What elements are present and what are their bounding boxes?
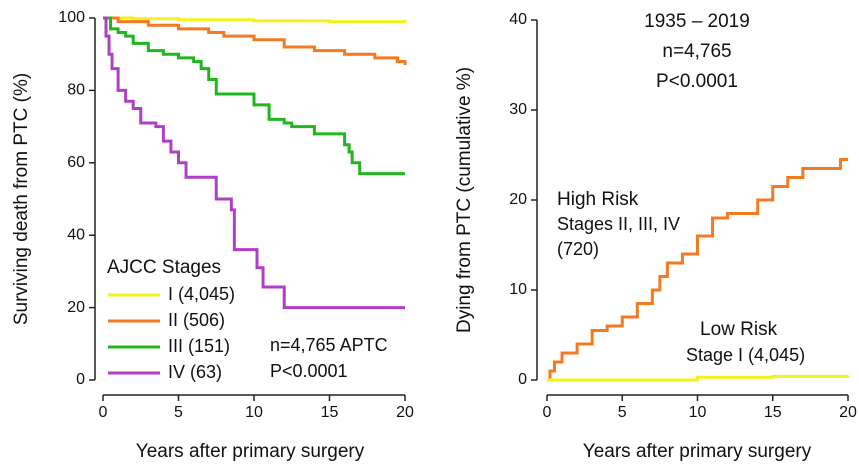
- annotation: (720): [557, 239, 599, 259]
- x-tick-label: 15: [764, 404, 782, 421]
- annotation: P<0.0001: [656, 71, 738, 92]
- legend-label: IV (63): [168, 362, 222, 382]
- annotation: n=4,765: [662, 41, 731, 62]
- annotation: Stages II, III, IV: [557, 214, 680, 234]
- survival-curve: [103, 16, 405, 310]
- x-axis-label: Years after primary surgery: [136, 441, 365, 462]
- x-tick-label: 5: [174, 404, 183, 421]
- legend-label: I (4,045): [168, 284, 235, 304]
- legend-title: AJCC Stages: [107, 257, 221, 278]
- annotation: n=4,765 APTC: [270, 335, 388, 355]
- annotation: P<0.0001: [270, 361, 348, 381]
- y-tick-label: 100: [58, 9, 85, 26]
- y-axis-label: Dying from PTC (cumulative %): [454, 67, 475, 333]
- y-tick-label: 20: [67, 299, 85, 316]
- y-axis-label: Surviving death from PTC (%): [11, 73, 32, 325]
- y-tick-label: 10: [509, 281, 527, 298]
- survival-curve: [547, 158, 848, 382]
- y-tick-label: 0: [76, 371, 85, 388]
- x-tick-label: 0: [99, 404, 108, 421]
- legend-label: II (506): [168, 310, 225, 330]
- y-tick-label: 20: [509, 191, 527, 208]
- y-tick-label: 40: [509, 11, 527, 28]
- series-label: High Risk: [557, 189, 639, 210]
- survival-curve: [103, 16, 407, 66]
- x-tick-label: 10: [689, 404, 707, 421]
- survival-curve: [103, 16, 407, 24]
- x-tick-label: 10: [245, 404, 263, 421]
- x-tick-label: 0: [543, 404, 552, 421]
- series-label: Low Risk: [700, 319, 778, 340]
- annotation: Stage I (4,045): [686, 345, 805, 365]
- x-axis-label: Years after primary surgery: [583, 441, 812, 462]
- y-tick-label: 30: [509, 101, 527, 118]
- x-tick-label: 15: [321, 404, 339, 421]
- x-tick-label: 20: [396, 404, 414, 421]
- survival-curve: [547, 374, 850, 382]
- x-tick-label: 20: [839, 404, 857, 421]
- annotation: 1935 – 2019: [644, 11, 750, 32]
- y-tick-label: 80: [67, 82, 85, 99]
- y-tick-label: 0: [518, 371, 527, 388]
- x-tick-label: 5: [618, 404, 627, 421]
- y-tick-label: 40: [67, 226, 85, 243]
- y-tick-label: 60: [67, 154, 85, 171]
- survival-curve: [103, 16, 405, 176]
- legend-label: III (151): [168, 336, 230, 356]
